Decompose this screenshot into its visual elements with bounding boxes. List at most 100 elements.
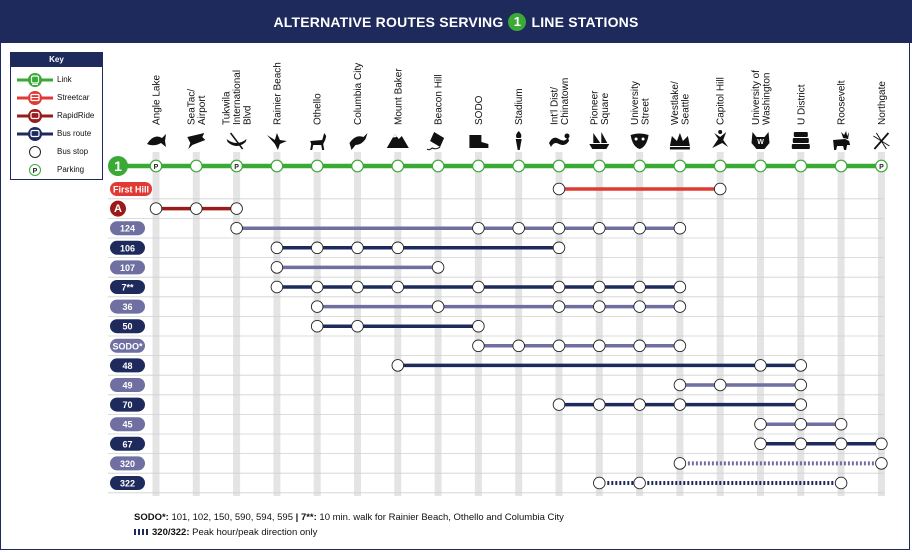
route-49: 49 [110, 378, 808, 392]
streetcar-icon [17, 91, 53, 105]
station-label-pioneer-square: PioneerSquare [590, 90, 612, 125]
rapidride-bus-icon [17, 109, 53, 123]
bus-stop-pioneer-square [593, 280, 606, 294]
route-badge-label: 106 [120, 243, 135, 253]
bus-stop-northgate [875, 457, 888, 470]
route-badge-label: 7** [121, 283, 134, 293]
bus-stop-sodo [472, 280, 485, 294]
bus-stop-othello [310, 319, 324, 333]
link-station-stop-sodo [472, 159, 485, 173]
crown-icon [669, 133, 690, 150]
bus-stop-roosevelt [834, 437, 848, 451]
bus-stop-int-l-dist-chinatown [552, 398, 566, 411]
station-column-university-of-washington [757, 152, 764, 496]
bus-stop-int-l-dist-chinatown [552, 280, 566, 294]
link-station-stop-university-street [633, 159, 646, 173]
station-labels: Angle Lake SeaTac/Airport TukwilaInternati… [152, 62, 888, 125]
route-badge-label: 70 [122, 400, 132, 410]
bus-stop-beacon-hill [431, 300, 445, 313]
moose-icon [833, 131, 851, 150]
station-label-university-street: UniversityStreet [630, 81, 652, 125]
route-124: 124 [110, 221, 687, 236]
link-station-stop-capitol-hill [713, 159, 727, 173]
route-48: 48 [110, 358, 808, 373]
legend-label: RapidRide [57, 111, 95, 120]
station-column-westlake-seattle [676, 152, 684, 496]
route-badge-label: A [114, 203, 122, 215]
bus-stop-pioneer-square [593, 339, 606, 353]
link-station-stop-angle-lake [149, 159, 163, 173]
legend-label: Streetcar [57, 93, 90, 102]
route-badge [110, 280, 145, 294]
boot-icon [469, 135, 489, 148]
footnote-sodo-routes: 101, 102, 150, 590, 594, 595 [171, 512, 293, 523]
bus-stop-university-street [633, 398, 646, 411]
bus-stop-sodo [472, 319, 485, 333]
station-column-northgate [877, 152, 885, 496]
route-70: 70 [110, 397, 808, 412]
link-station-stop-othello [310, 159, 324, 173]
route-320: 320 [110, 456, 888, 471]
bus-stop-westlake-seattle [673, 300, 687, 313]
route-badge-label: 67 [122, 439, 132, 449]
station-column-angle-lake [152, 152, 160, 496]
legend-title: Key [11, 53, 102, 67]
svg-text:W: W [757, 139, 764, 146]
route-322: 322 [110, 476, 848, 490]
station-column-int-l-dist-chinatown [555, 152, 563, 496]
link-station-stop-westlake-seattle [673, 159, 687, 173]
bus-stop-beacon-hill [431, 261, 445, 274]
bus-stop-mount-baker [391, 280, 405, 294]
bus-stop-pioneer-square [593, 398, 606, 411]
station-column-pioneer-square [595, 152, 603, 496]
bus-stop-stadium [512, 221, 525, 235]
link-station-stop-stadium [512, 159, 526, 173]
legend-item-parking: P Parking [11, 161, 104, 179]
bus-stop-northgate [875, 437, 888, 451]
station-column-beacon-hill [434, 152, 442, 496]
link-line-badge-circle [108, 156, 128, 176]
husky-icon: W [751, 132, 770, 149]
route-106: 106 [110, 240, 566, 255]
route-first-hill: First Hill [110, 182, 727, 196]
footnote-peak: 320/322: Peak hour/peak direction only [134, 525, 564, 540]
fish-icon [147, 134, 166, 147]
station-label-tukwila-international-blvd: TukwilaInternationalBlvd [222, 70, 254, 125]
bus-stop-tukwila-international-blvd [230, 202, 243, 215]
station-label-sodo: SODO [474, 95, 485, 125]
torch-icon [515, 131, 522, 150]
bus-stop-rainier-beach [270, 241, 284, 255]
bus-stop-capitol-hill [713, 182, 727, 196]
station-label-seatac-airport: SeaTac/Airport [187, 89, 209, 125]
route-badge-label: 322 [120, 479, 135, 489]
bus-stop-columbia-city [351, 280, 364, 294]
link-station-stop-university-of-washington [754, 159, 767, 173]
footnote-sodo: SODO*: 101, 102, 150, 590, 594, 595 | 7*… [134, 510, 564, 525]
bus-stop-pioneer-square [593, 221, 606, 235]
bus-stop-pioneer-square [593, 300, 606, 313]
airport-icon [187, 133, 206, 149]
route-badge-label: 50 [122, 322, 132, 332]
bus-stop-seatac-airport [190, 202, 203, 215]
legend-label: Parking [57, 165, 85, 174]
station-label-capitol-hill: Capitol Hill [716, 77, 727, 125]
parking-marker: P [234, 164, 239, 171]
link-station-stop-pioneer-square [592, 159, 606, 173]
bus-stop-u-district [794, 378, 808, 392]
legend-label: Bus route [57, 129, 92, 138]
footnote-seven-text: 10 min. walk for Rainier Beach, Othello … [319, 512, 564, 523]
dancer-icon [712, 130, 729, 148]
bus-stop-u-district [794, 398, 808, 411]
parking-icon: P [29, 164, 41, 176]
legend-item-bus-route: Bus route [11, 125, 104, 143]
station-label-beacon-hill: Beacon Hill [434, 74, 445, 125]
route-badge [110, 436, 145, 451]
station-label-columbia-city: Columbia City [353, 63, 364, 125]
link-light-rail-line: 1 P P P [108, 156, 888, 176]
page-title: ALTERNATIVE ROUTES SERVING 1 LINE STATIO… [0, 0, 912, 43]
books-icon [791, 132, 810, 149]
link-station-stop-northgate [875, 159, 888, 173]
footnote-separator: | [295, 512, 299, 523]
footnote-peak-label: 320/322: [152, 527, 190, 538]
